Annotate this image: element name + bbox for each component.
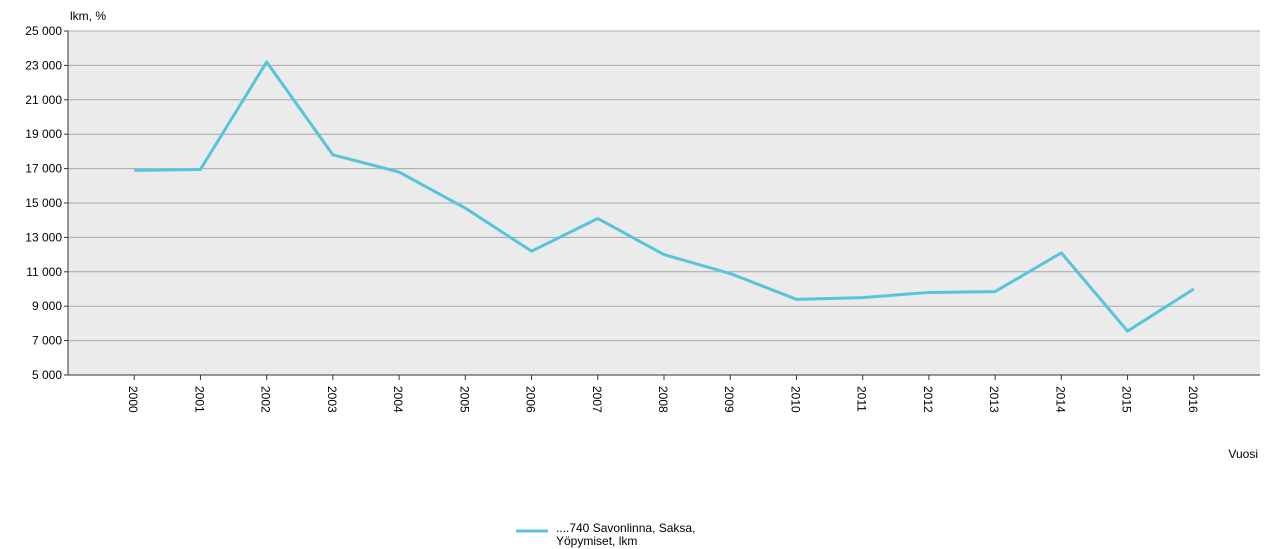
- x-tick-label: 2001: [192, 386, 206, 413]
- y-tick-label: 21 000: [25, 93, 62, 107]
- x-tick-label: 2015: [1120, 386, 1134, 413]
- y-tick-label: 9 000: [32, 299, 62, 313]
- y-tick-label: 5 000: [32, 368, 62, 382]
- y-tick-label: 19 000: [25, 127, 62, 141]
- y-tick-label: 11 000: [26, 265, 62, 279]
- x-tick-label: 2004: [391, 386, 405, 413]
- x-tick-label: 2005: [457, 386, 471, 413]
- x-tick-label: 2000: [126, 386, 140, 413]
- data-line: [134, 60, 1195, 333]
- y-tick-label: 25 000: [25, 24, 62, 38]
- y-tick-label: 13 000: [25, 230, 62, 244]
- x-tick-label: 2009: [722, 386, 736, 413]
- x-tick-label: 2012: [921, 386, 935, 413]
- x-axis-title: Vuosi: [1228, 447, 1258, 461]
- x-tick-label: 2016: [1186, 386, 1200, 413]
- x-tick-label: 2013: [987, 386, 1001, 413]
- x-tick-label: 2014: [1053, 386, 1067, 413]
- x-tick-label: 2010: [788, 386, 802, 413]
- x-tick-label: 2011: [855, 386, 869, 412]
- y-tick-label: 17 000: [25, 162, 62, 176]
- legend-label: ....740 Savonlinna, Saksa, Yöpymiset, lk…: [556, 521, 696, 548]
- y-tick-label: 23 000: [25, 58, 62, 72]
- x-tick-label: 2002: [259, 386, 273, 413]
- x-tick-label: 2008: [656, 386, 670, 413]
- y-tick-label: 7 000: [32, 334, 62, 348]
- x-tick-label: 2003: [325, 386, 339, 413]
- y-tick-label: 15 000: [25, 196, 62, 210]
- x-tick-label: 2006: [524, 386, 538, 413]
- y-axis-title: lkm, %: [70, 9, 106, 23]
- x-tick-label: 2007: [590, 386, 604, 413]
